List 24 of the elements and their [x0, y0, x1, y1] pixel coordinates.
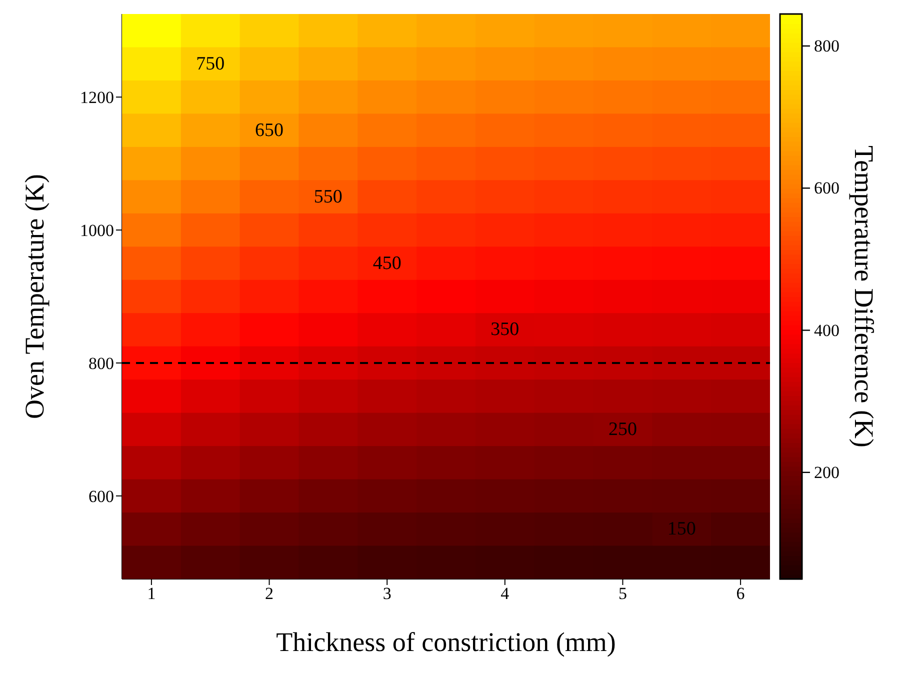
x-tick-label: 1 — [147, 584, 156, 604]
x-tick-label: 6 — [736, 584, 745, 604]
y-tick-label: 1200 — [80, 88, 114, 108]
color-bar-label: 200 — [814, 462, 840, 482]
color-bar-title: Temperature Difference (K) — [849, 146, 879, 448]
data-label: 150 — [667, 518, 696, 540]
x-tick-label: 5 — [618, 584, 627, 604]
x-tick-label: 2 — [265, 584, 274, 604]
y-tick-label: 800 — [88, 354, 114, 374]
x-tick-label: 4 — [500, 584, 510, 604]
color-bar-label: 800 — [814, 36, 840, 56]
data-label: 650 — [255, 120, 284, 141]
x-tick-label: 3 — [382, 584, 392, 604]
y-tick-label: 1000 — [80, 221, 114, 240]
color-bar-label: 400 — [814, 320, 840, 340]
color-bar-label: 600 — [814, 178, 840, 198]
y-axis-title: Oven Temperature (K) — [20, 174, 50, 420]
data-label: 450 — [372, 252, 402, 274]
data-label: 550 — [314, 186, 342, 208]
data-label: 750 — [196, 53, 225, 74]
data-label: 350 — [490, 319, 520, 340]
y-tick-label: 600 — [88, 486, 114, 506]
data-label: 250 — [608, 418, 637, 440]
x-axis-title: Thickness of constriction (mm) — [276, 627, 616, 657]
